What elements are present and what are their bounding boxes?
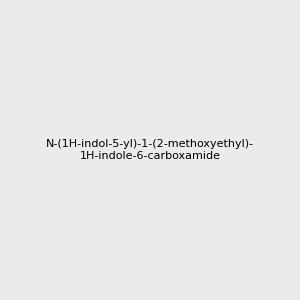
Text: N-(1H-indol-5-yl)-1-(2-methoxyethyl)-
1H-indole-6-carboxamide: N-(1H-indol-5-yl)-1-(2-methoxyethyl)- 1H… — [46, 139, 254, 161]
